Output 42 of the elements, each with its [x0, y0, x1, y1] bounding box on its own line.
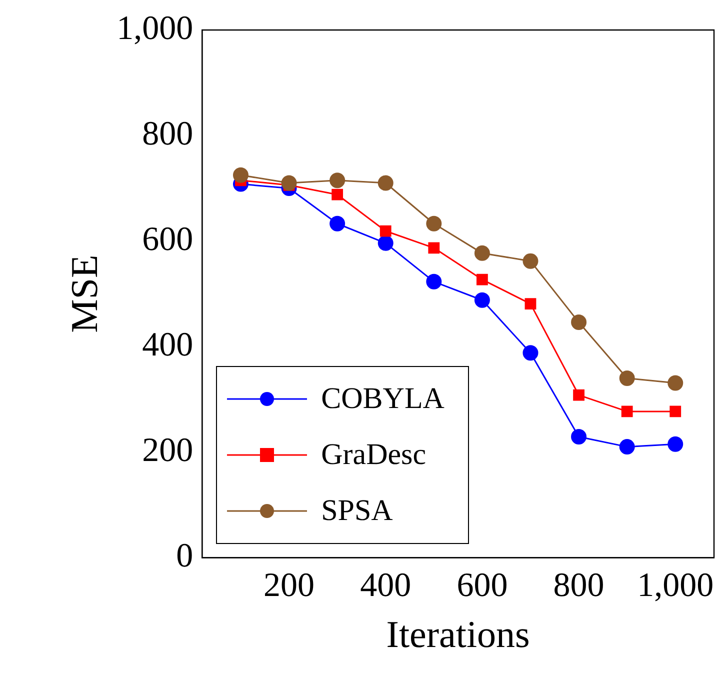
point	[330, 172, 346, 188]
point	[474, 245, 490, 261]
point	[378, 235, 394, 251]
legend-label: COBYLA	[321, 382, 444, 416]
point	[621, 406, 633, 418]
y-tick-label: 1,000	[116, 10, 194, 47]
y-tick-label: 800	[142, 115, 194, 152]
point	[619, 439, 635, 455]
point	[380, 225, 392, 237]
point	[670, 406, 682, 418]
point	[281, 175, 297, 191]
point	[522, 345, 538, 361]
x-tick-label: 200	[264, 566, 315, 604]
x-tick-label: 400	[360, 566, 412, 604]
y-axis-title: MSE	[64, 254, 106, 333]
x-axis-title: Iterations	[386, 614, 530, 656]
point	[426, 274, 442, 290]
point	[668, 375, 684, 391]
point	[571, 314, 587, 330]
legend-label: SPSA	[321, 494, 393, 528]
point	[522, 253, 538, 269]
point	[474, 292, 490, 308]
point	[332, 188, 344, 200]
x-tick-label: 800	[553, 566, 604, 604]
point	[426, 216, 442, 232]
point	[571, 429, 587, 445]
point	[668, 436, 684, 452]
point	[232, 167, 248, 183]
y-tick-label: 200	[142, 432, 194, 469]
point	[573, 389, 584, 401]
y-tick-label: 400	[142, 326, 194, 364]
legend-label: GraDesc	[321, 438, 426, 472]
x-tick-label: 1,000	[637, 566, 714, 604]
point	[476, 274, 488, 286]
y-tick-label: 600	[142, 220, 194, 258]
point	[619, 370, 635, 386]
point	[428, 242, 440, 254]
point	[330, 216, 346, 232]
y-tick-label: 0	[176, 538, 194, 575]
x-tick-label: 600	[456, 566, 508, 604]
point	[378, 175, 394, 191]
point	[524, 298, 536, 310]
